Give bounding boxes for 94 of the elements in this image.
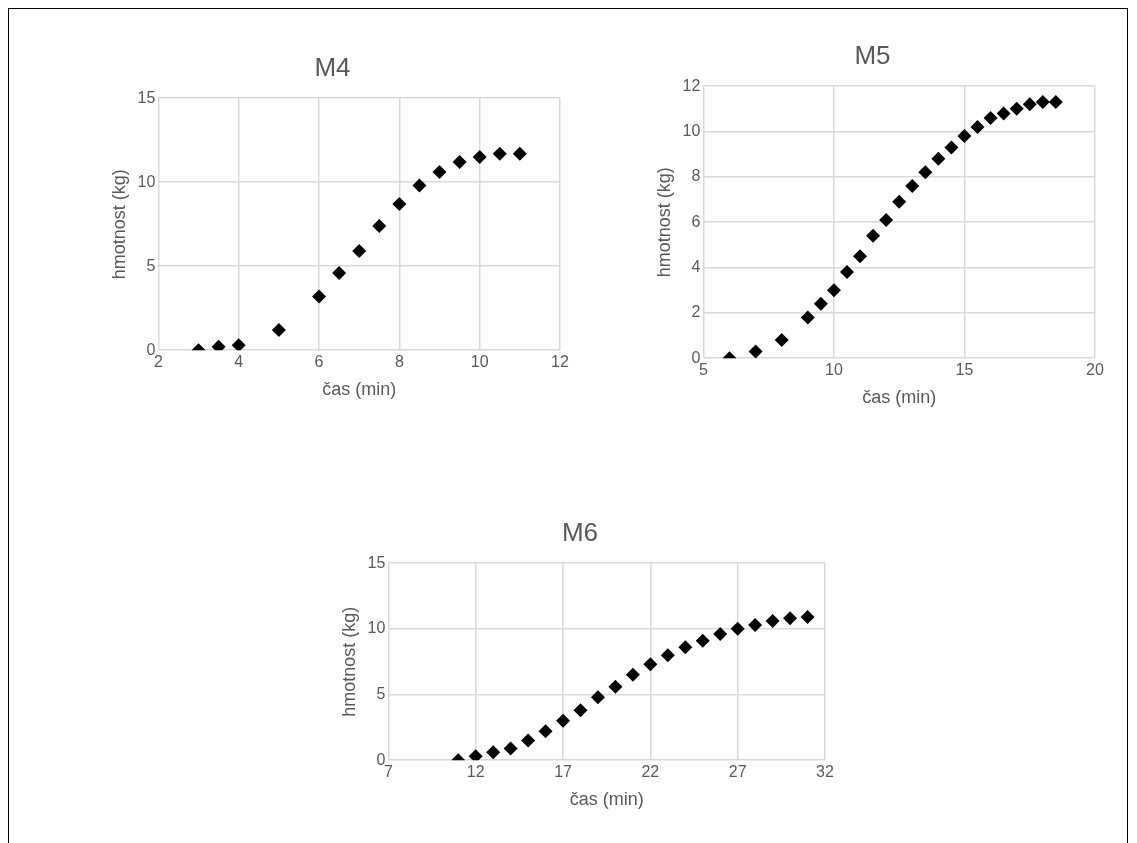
x-tick-label: 20 — [1086, 361, 1104, 379]
point — [879, 212, 894, 227]
x-tick-label: 22 — [641, 763, 660, 781]
point — [452, 155, 467, 170]
point — [800, 610, 815, 625]
point — [512, 146, 527, 161]
point — [538, 724, 553, 739]
point — [372, 218, 387, 233]
point — [866, 228, 881, 243]
y-tick-label: 10 — [137, 172, 156, 190]
x-tick-label: 12 — [551, 353, 569, 371]
point — [271, 323, 286, 338]
y-tick-label: 0 — [376, 750, 386, 768]
point — [492, 146, 507, 161]
point — [813, 296, 828, 311]
point — [892, 194, 907, 209]
point — [765, 613, 780, 628]
point — [312, 289, 327, 304]
x-tick-label: 27 — [728, 763, 747, 781]
point — [352, 244, 367, 259]
point — [1035, 95, 1050, 110]
x-tick-label: 32 — [816, 763, 834, 781]
point — [853, 249, 868, 264]
point — [748, 617, 763, 632]
point — [643, 657, 658, 672]
x-tick-label: 15 — [955, 361, 974, 379]
x-axis-title: čas (min) — [569, 789, 644, 810]
y-tick-label: 15 — [137, 88, 156, 106]
x-tick-label: 8 — [394, 353, 404, 371]
y-tick-label: 5 — [146, 256, 156, 274]
x-tick-label: 7 — [383, 763, 393, 781]
x-axis-title: čas (min) — [322, 379, 397, 400]
y-tick-label: 6 — [691, 212, 701, 230]
y-axis-title: hmotnost (kg) — [338, 606, 359, 717]
point — [983, 110, 998, 125]
x-tick-label: 12 — [466, 763, 485, 781]
point — [944, 140, 959, 155]
point — [800, 310, 815, 325]
x-axis-title: čas (min) — [862, 387, 937, 408]
point — [392, 197, 407, 212]
point — [231, 338, 246, 351]
point — [573, 703, 588, 718]
point — [1048, 95, 1063, 110]
point — [730, 621, 745, 636]
point — [608, 679, 623, 694]
y-axis-title: hmotnost (kg) — [108, 169, 129, 280]
x-tick-label: 10 — [825, 361, 843, 379]
x-tick-label: 4 — [234, 353, 244, 371]
point — [486, 745, 501, 760]
point — [332, 265, 347, 280]
point — [556, 713, 571, 728]
y-tick-label: 15 — [367, 553, 386, 571]
x-tick-label: 6 — [314, 353, 324, 371]
point — [1022, 97, 1037, 112]
y-tick-label: 10 — [367, 619, 386, 637]
point — [211, 339, 226, 351]
y-tick-label: 0 — [691, 348, 701, 366]
point — [678, 640, 693, 655]
y-tick-label: 10 — [682, 121, 701, 139]
point — [521, 733, 536, 748]
chart-title: M5 — [854, 39, 891, 70]
point — [996, 106, 1011, 121]
x-tick-label: 10 — [470, 353, 489, 371]
y-axis-title: hmotnost (kg) — [653, 167, 674, 278]
y-tick-label: 2 — [691, 303, 701, 321]
chart-title: M4 — [314, 51, 351, 82]
point — [970, 120, 985, 134]
point — [931, 151, 946, 166]
point — [468, 749, 483, 761]
point — [713, 627, 728, 642]
point — [695, 633, 710, 648]
point — [918, 165, 933, 180]
point — [774, 333, 789, 348]
point — [748, 344, 763, 359]
point — [783, 611, 798, 626]
y-tick-label: 4 — [691, 257, 701, 275]
point — [957, 129, 972, 144]
point — [905, 178, 920, 193]
point — [660, 648, 675, 663]
point — [839, 265, 854, 280]
y-tick-label: 0 — [146, 340, 156, 358]
x-tick-label: 17 — [554, 763, 573, 781]
point — [1009, 101, 1024, 116]
y-tick-label: 8 — [691, 167, 701, 185]
point — [412, 178, 427, 193]
point — [826, 283, 841, 298]
y-tick-label: 12 — [682, 76, 701, 94]
point — [432, 165, 447, 180]
point — [503, 741, 518, 756]
chart-title: M6 — [561, 516, 599, 547]
y-tick-label: 5 — [376, 684, 386, 702]
point — [625, 667, 640, 682]
point — [472, 150, 487, 164]
point — [590, 690, 605, 705]
